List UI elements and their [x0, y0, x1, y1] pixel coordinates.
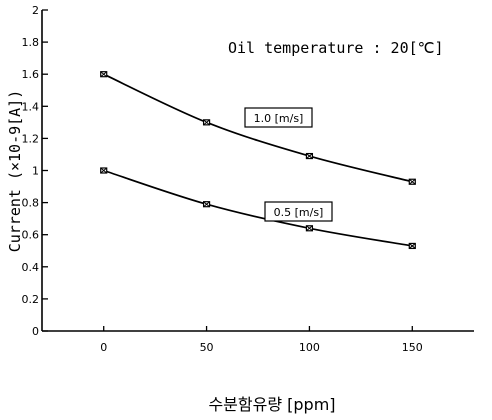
data-point	[408, 242, 416, 250]
y-tick-label: 0	[32, 325, 39, 338]
x-axis-label: 수분함유량 [ppm]	[208, 395, 335, 414]
y-axis-label: Current (×10-9[A])	[6, 90, 24, 253]
series-label-box-1: 1.0 [m/s]	[244, 107, 313, 128]
series-line-2	[103, 169, 413, 247]
data-point	[202, 119, 211, 126]
annotation-text: Oil temperature : 20[℃]	[228, 39, 444, 57]
y-tick-label: 0.4	[22, 261, 40, 274]
series-label-box-2: 0.5 [m/s]	[264, 201, 333, 222]
data-point	[100, 71, 108, 78]
y-tick-label: 0.6	[22, 229, 40, 242]
y-tick-label: 1.8	[22, 36, 40, 49]
x-tick-label: 150	[402, 341, 423, 354]
data-point	[305, 225, 314, 232]
series-label-1: 1.0 [m/s]	[254, 112, 304, 125]
series-group	[100, 71, 416, 250]
x-ticks: 0 50 100 150	[100, 326, 423, 354]
series-label-frame-2	[264, 201, 333, 222]
y-tick-label: 0.2	[22, 293, 40, 306]
y-tick-label: 0.8	[22, 197, 40, 210]
series-label-2: 0.5 [m/s]	[274, 206, 324, 219]
y-tick-label: 1	[32, 165, 39, 178]
y-tick-label: 2	[32, 4, 39, 17]
x-tick-label: 0	[100, 341, 107, 354]
data-point	[202, 201, 211, 208]
x-tick-label: 100	[299, 341, 320, 354]
y-tick-label: 1.6	[22, 68, 40, 81]
data-point	[408, 178, 416, 185]
series-label-frame-1	[244, 107, 313, 128]
data-point	[100, 167, 108, 174]
y-tick-label: 1.4	[22, 100, 40, 113]
x-tick-label: 50	[200, 341, 214, 354]
y-ticks: 0 0.2 0.4 0.6 0.8 1 1.2 1.4 1.6 1.8 2	[22, 4, 48, 338]
series-line-1	[103, 73, 413, 183]
data-point	[305, 152, 314, 160]
y-tick-label: 1.2	[22, 132, 40, 145]
